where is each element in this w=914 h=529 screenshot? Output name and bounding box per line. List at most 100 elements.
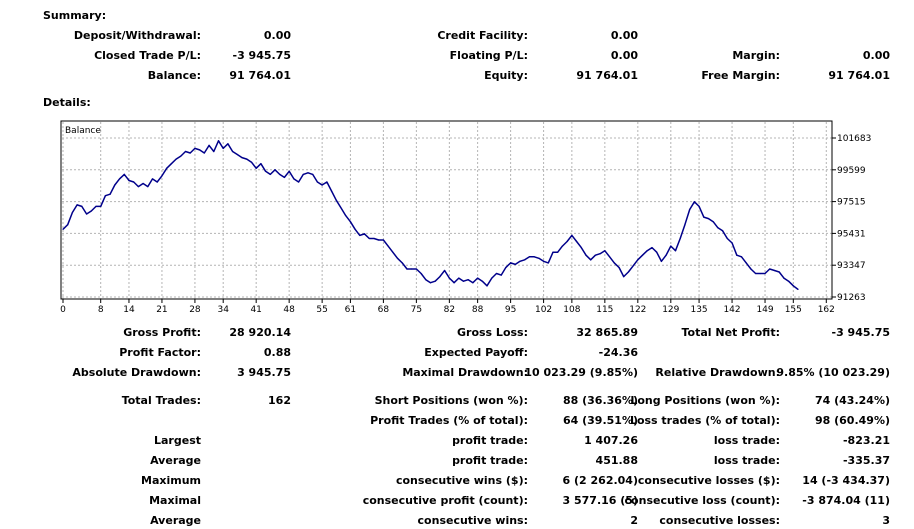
chart-series bbox=[62, 140, 799, 290]
balance-point bbox=[462, 280, 465, 282]
balance-point bbox=[401, 262, 403, 264]
balance-point bbox=[166, 167, 168, 169]
balance-point bbox=[288, 170, 290, 172]
x-tick-label: 135 bbox=[690, 305, 707, 315]
balance-point bbox=[85, 213, 88, 215]
balance-point bbox=[241, 156, 243, 159]
margin-label: Margin: bbox=[732, 49, 780, 62]
x-axis-ticks: 0 8 14 21 28 34 41 48 55 61 68 75 82 88 95 102 108 115 122… bbox=[60, 299, 835, 315]
y-tick-label: 93347 bbox=[837, 261, 866, 271]
balance-point bbox=[354, 228, 356, 230]
balance-point bbox=[76, 204, 78, 206]
balance-point bbox=[425, 279, 427, 281]
balance-point bbox=[547, 262, 549, 264]
gross-loss-value: 32 865.89 bbox=[576, 326, 638, 339]
balance-point bbox=[297, 181, 300, 183]
balance-point bbox=[123, 173, 125, 175]
balance-point bbox=[236, 153, 238, 156]
balance-point bbox=[764, 272, 766, 275]
balance-point bbox=[684, 224, 686, 226]
maximum-label: Maximum bbox=[141, 474, 201, 487]
balance-point bbox=[142, 182, 144, 185]
summary-title: Summary: bbox=[43, 9, 107, 22]
balance-point bbox=[736, 254, 738, 256]
balance-point bbox=[156, 181, 158, 183]
balance-point bbox=[486, 285, 488, 287]
total-net-profit-value: -3 945.75 bbox=[831, 326, 891, 339]
x-tick-label: 142 bbox=[723, 305, 740, 315]
average-profit-trade-label: profit trade: bbox=[452, 454, 528, 467]
x-tick-label: 149 bbox=[756, 305, 773, 315]
balance-point bbox=[467, 279, 469, 281]
x-tick-label: 82 bbox=[444, 305, 455, 315]
balance-point bbox=[618, 266, 620, 269]
balance-point bbox=[326, 181, 328, 183]
profit-factor-value: 0.88 bbox=[263, 346, 291, 359]
balance-point bbox=[740, 256, 743, 258]
maximal-consecutive-profit-label: consecutive profit (count): bbox=[362, 494, 528, 507]
balance-point bbox=[312, 173, 314, 175]
absolute-drawdown-label: Absolute Drawdown: bbox=[72, 366, 201, 379]
balance-point bbox=[448, 277, 450, 279]
loss-trades-value: 98 (60.49%) bbox=[814, 414, 890, 427]
maximal-drawdown-value: 10 023.29 (9.85%) bbox=[524, 366, 638, 379]
average-consecutive-wins-value: 2 bbox=[630, 514, 638, 527]
balance-point bbox=[378, 239, 380, 241]
balance-point bbox=[613, 262, 615, 264]
balance-point bbox=[632, 265, 634, 267]
average-consecutive-label: Average bbox=[150, 514, 201, 527]
balance-point bbox=[302, 173, 304, 175]
closed-trade-pl-value: -3 945.75 bbox=[232, 49, 292, 62]
x-tick-label: 95 bbox=[505, 305, 516, 315]
balance-point bbox=[175, 158, 177, 160]
deposit-withdrawal-label: Deposit/Withdrawal: bbox=[73, 29, 201, 42]
balance-point bbox=[665, 254, 667, 256]
max-consecutive-losses-label: consecutive losses ($): bbox=[637, 474, 780, 487]
balance-point bbox=[594, 254, 597, 256]
balance-point bbox=[566, 240, 568, 243]
gross-profit-label: Gross Profit: bbox=[123, 326, 201, 339]
balance-point bbox=[368, 237, 370, 240]
balance-point bbox=[274, 169, 276, 171]
balance-point bbox=[335, 199, 337, 201]
balance-point bbox=[689, 208, 691, 211]
balance-point bbox=[722, 230, 724, 232]
balance-point bbox=[712, 221, 714, 223]
max-consecutive-wins-value: 6 (2 262.04) bbox=[562, 474, 638, 487]
balance-point bbox=[213, 150, 215, 153]
balance-point bbox=[637, 259, 639, 261]
balance-point bbox=[585, 254, 587, 256]
balance-point bbox=[128, 179, 130, 182]
balance-point bbox=[222, 147, 224, 150]
balance-point bbox=[491, 277, 493, 279]
floating-pl-label: Floating P/L: bbox=[449, 49, 528, 62]
balance-point bbox=[104, 195, 107, 197]
balance-line bbox=[62, 140, 799, 290]
balance-point bbox=[100, 205, 102, 208]
max-consecutive-wins-label: consecutive wins ($): bbox=[395, 474, 528, 487]
relative-drawdown-value: 9.85% (10 023.29) bbox=[776, 366, 890, 379]
balance-point bbox=[580, 247, 582, 249]
largest-loss-trade-value: -823.21 bbox=[842, 434, 890, 447]
balance-point bbox=[194, 147, 196, 150]
balance-point bbox=[750, 268, 752, 270]
balance-point bbox=[265, 170, 267, 172]
balance-point bbox=[797, 288, 799, 290]
balance-point bbox=[227, 143, 229, 145]
balance-point bbox=[745, 262, 747, 264]
x-tick-label: 88 bbox=[472, 305, 484, 315]
balance-point bbox=[773, 269, 776, 272]
balance-point bbox=[707, 218, 710, 220]
balance-point bbox=[660, 260, 662, 262]
largest-profit-trade-label: profit trade: bbox=[452, 434, 528, 447]
balance-point bbox=[759, 272, 761, 275]
balance-point bbox=[641, 254, 644, 256]
average-consecutive-losses-label: consecutive losses: bbox=[659, 514, 780, 527]
balance-point bbox=[505, 266, 507, 269]
balance-point bbox=[656, 251, 658, 253]
balance-point bbox=[293, 178, 295, 180]
average-label: Average bbox=[150, 454, 201, 467]
x-tick-label: 108 bbox=[563, 305, 580, 315]
balance-point bbox=[62, 228, 64, 230]
balance-point bbox=[151, 178, 154, 180]
